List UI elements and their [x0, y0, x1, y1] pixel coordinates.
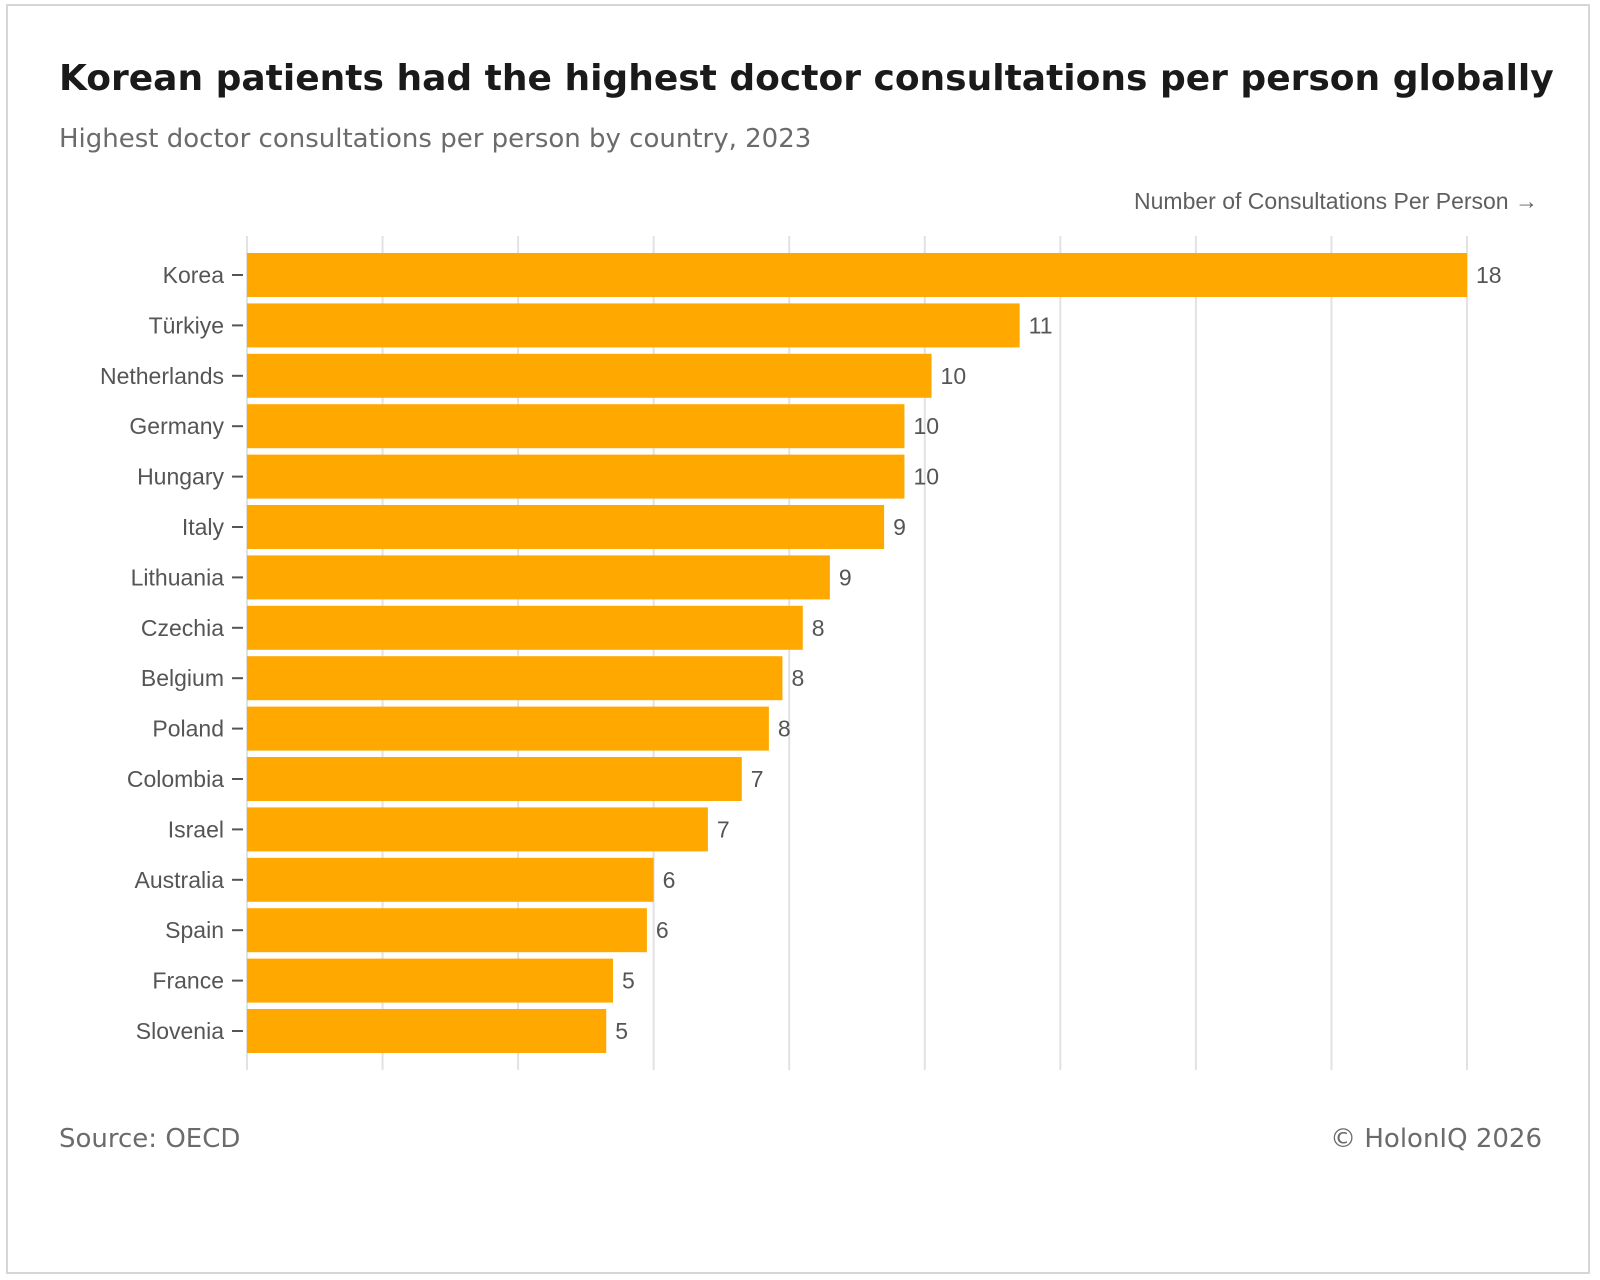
value-label: 11 — [1029, 312, 1053, 338]
bar — [247, 807, 708, 852]
x-axis-label: Number of Consultations Per Person → — [1134, 188, 1538, 214]
bar — [247, 353, 932, 398]
category-label: Australia — [135, 867, 225, 893]
value-label: 9 — [839, 564, 852, 590]
category-label: Germany — [129, 413, 224, 439]
value-label: 5 — [622, 968, 635, 994]
value-label: 8 — [812, 615, 825, 641]
category-label: Belgium — [141, 665, 224, 691]
category-label: Lithuania — [131, 564, 225, 590]
category-label: Italy — [182, 514, 225, 540]
category-label: Korea — [163, 262, 225, 288]
bar — [247, 404, 905, 449]
category-label: Netherlands — [100, 363, 224, 389]
bar — [247, 605, 803, 650]
chart-subtitle: Highest doctor consultations per person … — [59, 124, 812, 154]
bar — [247, 1009, 607, 1053]
category-label: Poland — [152, 716, 224, 742]
bar — [247, 454, 905, 499]
category-label: Slovenia — [136, 1018, 224, 1044]
category-label: France — [152, 968, 224, 994]
category-label: Türkiye — [149, 312, 224, 338]
bar — [247, 253, 1467, 297]
bar — [247, 857, 654, 902]
chart-title: Korean patients had the highest doctor c… — [59, 58, 1554, 99]
value-label: 9 — [893, 514, 906, 540]
copyright-note: © HolonIQ 2026 — [1330, 1124, 1542, 1154]
category-label: Czechia — [141, 615, 224, 641]
value-label: 18 — [1476, 262, 1502, 288]
value-label: 7 — [751, 766, 764, 792]
value-label: 10 — [913, 464, 939, 490]
bar — [247, 757, 742, 801]
value-label: 6 — [656, 917, 669, 943]
category-label: Hungary — [137, 464, 224, 490]
value-label: 8 — [778, 716, 791, 742]
bar — [247, 706, 769, 751]
bar — [247, 656, 783, 701]
value-label: 10 — [913, 413, 939, 439]
bar — [247, 505, 885, 549]
value-label: 7 — [717, 816, 730, 842]
bar — [247, 908, 647, 953]
source-note: Source: OECD — [59, 1124, 241, 1154]
value-label: 6 — [663, 867, 676, 893]
value-label: 8 — [791, 665, 804, 691]
bar — [247, 555, 830, 600]
category-label: Israel — [168, 816, 224, 842]
category-label: Colombia — [127, 766, 224, 792]
category-label: Spain — [165, 917, 224, 943]
value-label: 5 — [615, 1018, 628, 1044]
bar — [247, 958, 613, 1003]
bar — [247, 303, 1020, 348]
value-label: 10 — [941, 363, 967, 389]
